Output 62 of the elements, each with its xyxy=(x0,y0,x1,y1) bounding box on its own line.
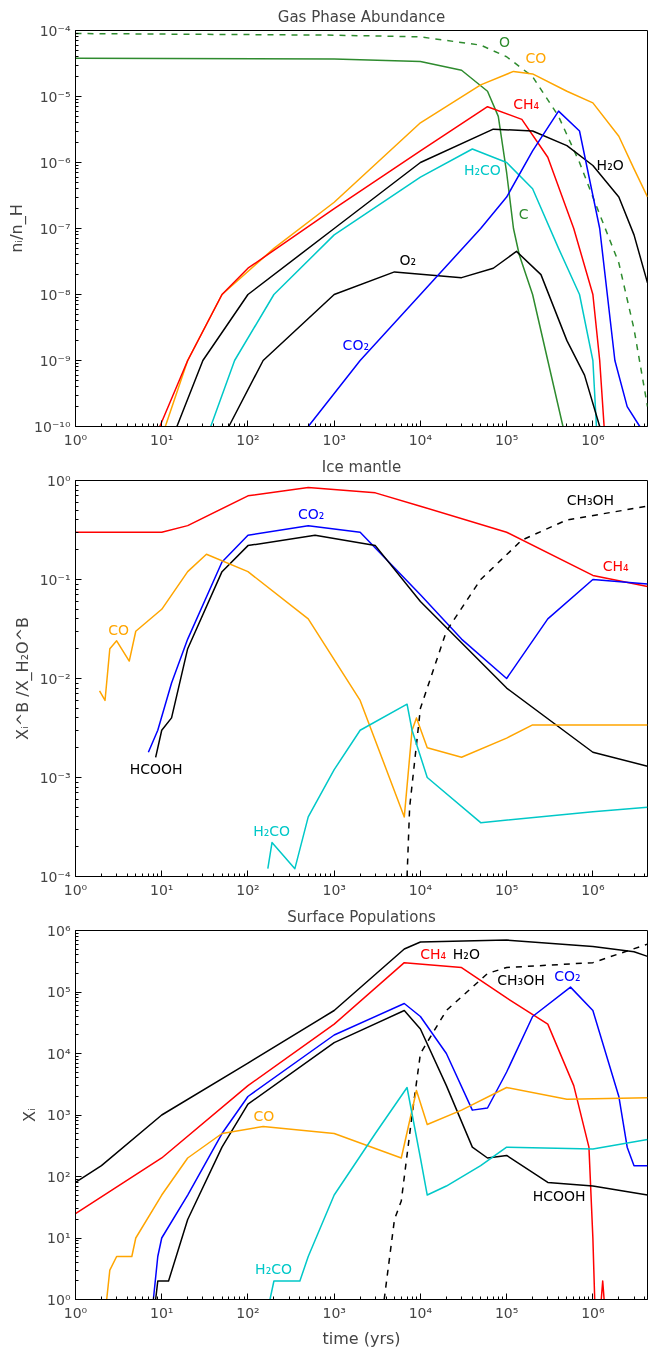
y-tick-label: 10⁻¹ xyxy=(39,571,71,588)
x-tick-label: 10⁶ xyxy=(581,1304,605,1321)
x-tick-label: 10¹ xyxy=(150,881,174,898)
y-tick-label: 10⁻⁵ xyxy=(39,88,71,105)
y-tick-label: 10³ xyxy=(47,1107,71,1123)
series-label: CH₃OH xyxy=(497,971,545,988)
chart-title: Gas Phase Abundance xyxy=(277,7,446,26)
x-tick-label: 10³ xyxy=(322,881,346,898)
series-label: CO xyxy=(525,50,547,67)
y-tick-label: 10⁻⁸ xyxy=(39,286,71,303)
x-tick-label: 10² xyxy=(236,1304,260,1321)
series-label: H₂CO xyxy=(255,1261,293,1278)
series-label: H₂CO xyxy=(463,162,501,179)
y-tick-label: 10² xyxy=(47,1168,71,1185)
series-label: CH₄ xyxy=(513,96,540,113)
series-label: HCOOH xyxy=(532,1188,586,1205)
y-axis-title: nᵢ/n_H xyxy=(7,204,28,253)
x-tick-label: 10² xyxy=(236,431,260,448)
series-label: H₂CO xyxy=(253,822,291,839)
x-tick-label: 10⁶ xyxy=(581,881,605,898)
x-tick-label: 10⁴ xyxy=(408,881,433,898)
series-label: H₂O xyxy=(596,157,624,174)
y-tick-label: 10⁶ xyxy=(47,922,71,939)
x-tick-label: 10⁵ xyxy=(494,881,519,898)
y-axis-title: Xᵢ xyxy=(20,1108,40,1122)
x-tick-label: 10⁵ xyxy=(494,1304,519,1321)
x-tick-label: 10¹ xyxy=(150,1304,174,1321)
series-label: CH₃OH xyxy=(566,492,615,509)
series-label: HCOOH xyxy=(129,761,183,778)
x-tick-label: 10³ xyxy=(322,1304,346,1321)
series-label: CO xyxy=(253,1107,275,1124)
y-tick-label: 10⁵ xyxy=(47,984,71,1000)
series-label: C xyxy=(518,206,529,223)
series-label: H₂O xyxy=(452,945,480,962)
y-tick-label: 10⁻⁶ xyxy=(39,154,71,171)
x-tick-label: 10⁴ xyxy=(408,1304,433,1321)
y-tick-label: 10¹ xyxy=(47,1230,71,1246)
series-label: CH₄ xyxy=(602,557,629,574)
y-tick-label: 10⁻² xyxy=(39,670,71,687)
series-label: CO₂ xyxy=(342,336,370,353)
x-tick-label: 10³ xyxy=(322,431,346,448)
y-tick-label: 10⁻⁴ xyxy=(39,22,71,39)
x-tick-label: 10⁶ xyxy=(581,431,605,448)
y-tick-label: 10⁻³ xyxy=(39,769,71,786)
x-tick-label: 10² xyxy=(236,881,260,898)
y-tick-label: 10⁰ xyxy=(47,472,71,489)
series-label: O₂ xyxy=(399,252,417,269)
series-label: CH₄ xyxy=(420,945,447,962)
y-tick-label: 10⁻⁷ xyxy=(39,220,71,237)
x-tick-label: 10⁵ xyxy=(494,431,519,448)
x-tick-label: 10⁴ xyxy=(408,431,433,448)
chart-title: Ice mantle xyxy=(321,457,402,476)
series-label: O xyxy=(498,33,511,50)
series-label: CO₂ xyxy=(297,506,325,523)
y-axis-title: Xᵢ^B /X_H₂O^B xyxy=(12,616,33,741)
series-label: CO₂ xyxy=(554,968,581,985)
y-tick-label: 10⁻⁹ xyxy=(39,352,71,369)
chart-title: Surface Populations xyxy=(287,907,436,926)
series-label: CO xyxy=(108,621,129,638)
x-axis-title: time (yrs) xyxy=(322,1328,401,1348)
x-tick-label: 10¹ xyxy=(150,431,174,448)
y-tick-label: 10⁴ xyxy=(47,1045,71,1062)
